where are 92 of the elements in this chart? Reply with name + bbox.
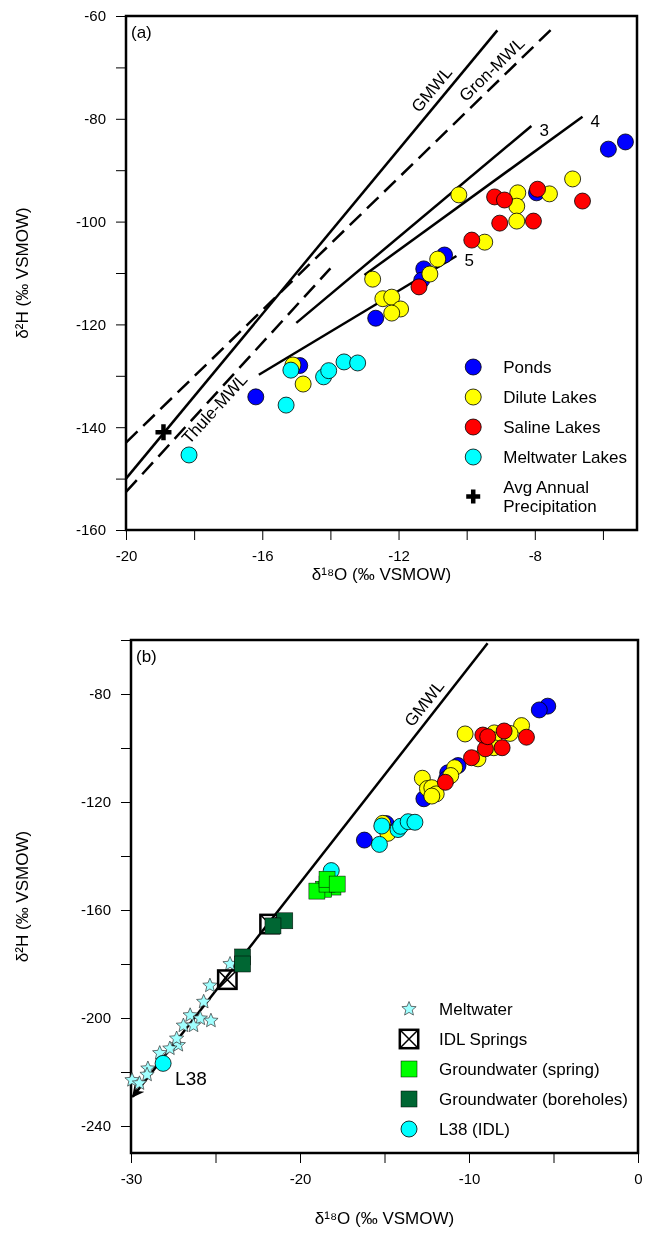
- legend-label: L38 (IDL): [439, 1120, 510, 1139]
- y-tick-label: -60: [84, 7, 106, 25]
- x-tick-label: -8: [528, 546, 542, 564]
- point: [367, 309, 385, 327]
- y-tick-label: -160: [75, 521, 106, 539]
- y-tick-label: -100: [75, 212, 106, 230]
- y-tick-label: -120: [75, 315, 106, 333]
- legend-label: Groundwater (boreholes): [439, 1090, 628, 1109]
- point: [186, 1017, 202, 1032]
- point: [429, 250, 447, 268]
- point: [410, 278, 428, 296]
- x-axis-title: δ¹⁸O (‰ VSMOW): [311, 565, 452, 584]
- point: [456, 725, 474, 743]
- point: [202, 977, 218, 993]
- y-tick-label: -120: [80, 793, 111, 811]
- point: [479, 728, 497, 746]
- point: [216, 969, 238, 991]
- point: [153, 422, 174, 443]
- point: [383, 304, 401, 322]
- point: [530, 701, 548, 719]
- point: [355, 831, 373, 849]
- point: [450, 186, 468, 204]
- point: [463, 749, 480, 767]
- point: [476, 233, 494, 251]
- point: [294, 375, 312, 393]
- legend-label: Meltwater Lakes: [503, 448, 627, 467]
- point: [564, 170, 582, 188]
- legend-label: Groundwater (spring): [439, 1060, 600, 1079]
- x-tick-label: -16: [251, 546, 274, 564]
- series-label: 5: [464, 251, 474, 271]
- point: [617, 133, 634, 151]
- point: [508, 212, 526, 230]
- point: [518, 728, 535, 746]
- annotation: L38: [175, 1068, 207, 1090]
- y-tick-label: -80: [84, 110, 106, 128]
- point: [421, 265, 439, 283]
- y-axis-title: δ²H (‰ VSMOW): [13, 830, 32, 963]
- point: [328, 875, 346, 893]
- point: [574, 192, 591, 210]
- point: [175, 1017, 191, 1032]
- series-label: 3: [539, 121, 549, 140]
- point: [180, 446, 198, 464]
- point: [491, 214, 509, 232]
- point: [364, 270, 382, 288]
- point: [335, 353, 353, 371]
- point: [282, 361, 300, 379]
- point: [463, 231, 481, 249]
- point: [277, 396, 295, 414]
- point: [234, 955, 251, 973]
- point: [529, 180, 546, 198]
- x-tick-label: -20: [115, 546, 138, 564]
- y-tick-label: -160: [80, 901, 111, 919]
- x-tick-label: -10: [458, 1169, 481, 1187]
- point: [320, 362, 338, 380]
- point: [423, 787, 441, 805]
- y-tick-label: -140: [75, 418, 106, 436]
- point: [131, 1075, 147, 1090]
- y-tick-label: -80: [89, 685, 111, 703]
- annotation: (b): [136, 647, 157, 666]
- point: [196, 993, 212, 1009]
- point: [247, 388, 265, 406]
- point: [203, 1012, 219, 1028]
- annotation: (a): [131, 23, 152, 42]
- point: [383, 288, 401, 306]
- y-axis-title: δ²H (‰ VSMOW): [13, 207, 32, 339]
- point: [139, 1066, 155, 1082]
- point: [406, 813, 424, 831]
- point: [162, 1040, 178, 1055]
- legend-label: Meltwater: [439, 1000, 514, 1019]
- x-tick-label: -30: [120, 1169, 143, 1187]
- series-label: 4: [590, 111, 600, 131]
- y-tick-label: -200: [80, 1009, 111, 1027]
- legend-label: IDL Springs: [439, 1030, 528, 1049]
- point: [264, 917, 282, 935]
- point: [599, 140, 617, 158]
- x-tick-label: 0: [634, 1169, 643, 1187]
- point: [493, 739, 511, 757]
- point: [525, 212, 542, 230]
- legend-label: Ponds: [503, 358, 552, 377]
- legend-label: Saline Lakes: [503, 418, 601, 437]
- point: [169, 1030, 185, 1045]
- point: [495, 722, 513, 740]
- x-axis-title: δ¹⁸O (‰ VSMOW): [314, 1209, 455, 1228]
- x-tick-label: -12: [388, 546, 410, 564]
- y-tick-label: -240: [80, 1117, 111, 1135]
- point: [349, 354, 367, 372]
- legend-label: Dilute Lakes: [503, 388, 597, 407]
- legend-label: Avg Annual Precipitation: [503, 478, 597, 516]
- x-tick-label: -20: [289, 1169, 312, 1187]
- point: [154, 1054, 172, 1072]
- point: [496, 191, 513, 209]
- point: [371, 835, 388, 853]
